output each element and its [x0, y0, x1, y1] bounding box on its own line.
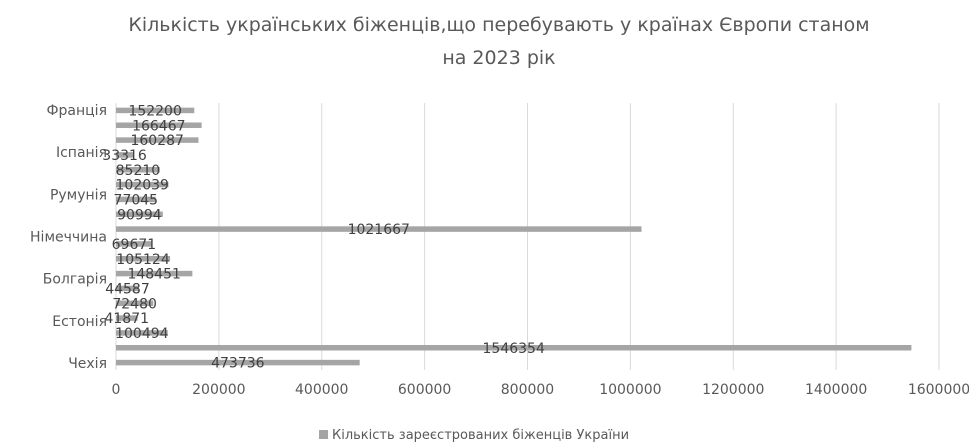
x-tick-label: 1400000	[805, 382, 867, 398]
bar	[116, 345, 912, 351]
bar	[116, 256, 171, 262]
data-label: 33316	[102, 148, 147, 164]
bar	[116, 300, 154, 306]
data-label: 72480	[112, 296, 157, 312]
data-label: 102039	[116, 178, 169, 194]
bar	[116, 211, 163, 217]
x-tick-layer: 0 200000 400000 600000 800000 1000000 1200000 1…	[112, 382, 969, 398]
data-label: 90994	[117, 207, 162, 223]
bar	[116, 152, 134, 158]
x-tick-label: 200000	[192, 382, 245, 398]
category-label-layer: Чехія Естонія Болгарія Німеччина Румунія Іспа…	[30, 103, 107, 372]
bar	[116, 241, 152, 247]
category-label: Естонія	[52, 314, 107, 330]
category-label: Франція	[46, 103, 107, 119]
data-label: 105124	[116, 252, 170, 268]
category-label: Іспанія	[56, 145, 107, 161]
bar-layer	[116, 107, 912, 366]
category-label: Болгарія	[43, 272, 107, 288]
category-label: Чехія	[68, 356, 107, 372]
x-tick-label: 400000	[295, 382, 348, 398]
bar	[116, 330, 168, 336]
legend-label: Кількість зареєстрованих біженців Україн…	[332, 428, 629, 443]
data-label: 166467	[132, 118, 185, 134]
data-label: 148451	[127, 267, 180, 283]
grid-layer	[115, 103, 940, 370]
x-tick-label: 800000	[501, 382, 554, 398]
chart-title-line-2: на 2023 рік	[442, 47, 555, 69]
data-label-layer: 473736 1546354 100494418717248044587148451…	[102, 103, 545, 371]
bar	[116, 270, 193, 277]
data-label: 1021667	[348, 222, 410, 238]
data-label: 152200	[128, 103, 181, 119]
bar	[116, 285, 139, 292]
bar	[116, 196, 156, 203]
bar	[116, 122, 202, 128]
x-tick-label: 0	[112, 382, 121, 398]
x-tick-label: 1600000	[908, 382, 969, 398]
legend-swatch	[319, 430, 328, 439]
data-label: 1546354	[483, 341, 545, 357]
bar	[116, 315, 138, 321]
data-label: 100494	[115, 326, 169, 342]
data-label: 473736	[211, 356, 265, 372]
data-label: 69671	[112, 237, 157, 253]
x-tick-label: 1200000	[702, 382, 764, 398]
data-label: 77045	[114, 192, 159, 208]
chart-title-line-1: Кількість українських біженців,що перебу…	[128, 14, 869, 36]
bar	[116, 137, 199, 143]
bar	[116, 107, 195, 114]
bar	[116, 359, 360, 366]
bar	[116, 167, 160, 173]
data-label: 160287	[130, 133, 183, 149]
data-label: 44587	[105, 281, 150, 297]
x-tick-label: 1000000	[599, 382, 661, 398]
bar	[116, 181, 169, 188]
legend: Кількість зареєстрованих біженців Україн…	[319, 428, 629, 443]
category-label: Румунія	[50, 187, 107, 203]
data-label: 41871	[104, 311, 149, 327]
bar	[116, 226, 642, 232]
data-label: 85210	[116, 163, 161, 179]
x-tick-label: 600000	[398, 382, 451, 398]
category-label: Німеччина	[30, 230, 107, 246]
